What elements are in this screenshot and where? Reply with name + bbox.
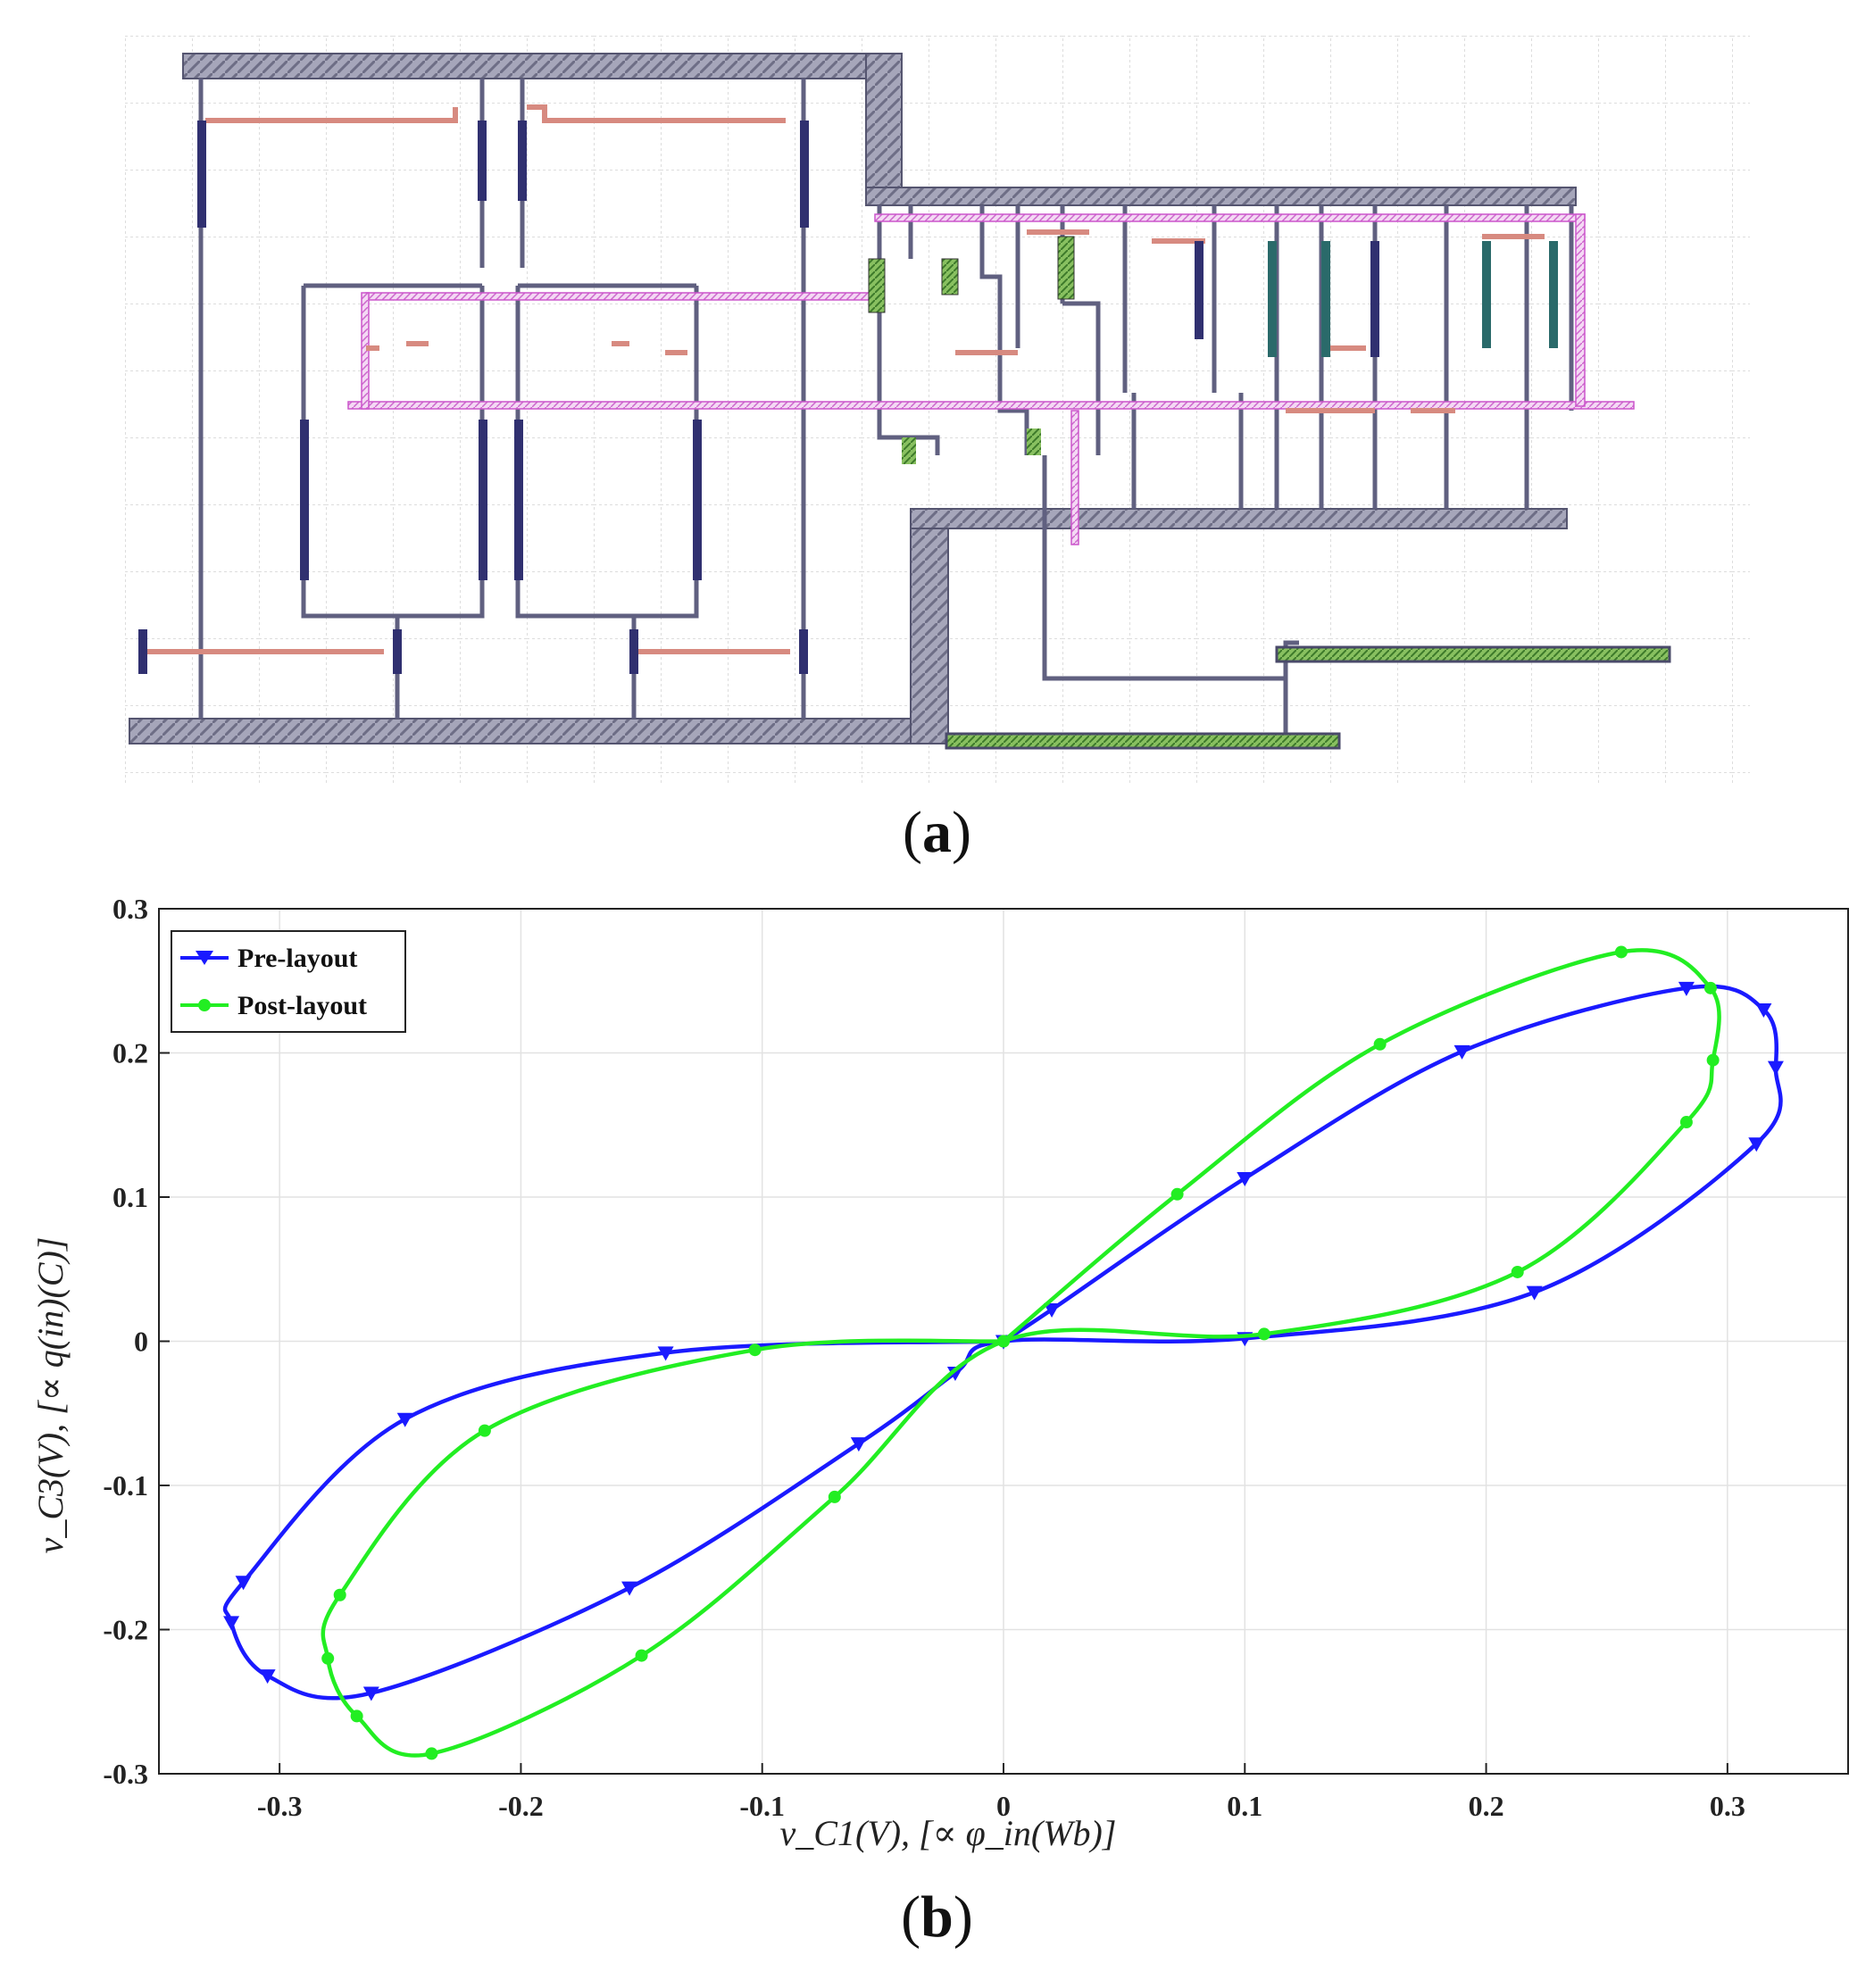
- chart-svg: -0.3 -0.2 -0.1 0 0.1 0.2 0.3 0.3 0.2 0.1 0 -0.1 -0.2…: [30, 893, 1849, 1853]
- data-point: [478, 1424, 491, 1437]
- data-point: [235, 1576, 252, 1591]
- y-tick-label: 0.3: [112, 893, 148, 925]
- y-tick-label: 0.1: [112, 1181, 148, 1213]
- data-point: [1703, 981, 1717, 994]
- data-point: [1526, 1285, 1543, 1301]
- data-point: [1748, 1137, 1765, 1152]
- data-point: [635, 1649, 648, 1662]
- y-tick-label: 0.2: [112, 1037, 148, 1069]
- data-point: [396, 1412, 413, 1427]
- legend-marker-pre-layout: [196, 951, 213, 965]
- data-point: [1044, 1302, 1061, 1318]
- data-point: [259, 1669, 276, 1684]
- panel-a-caption: (a): [903, 800, 971, 865]
- data-point: [657, 1346, 674, 1361]
- data-point: [1453, 1044, 1470, 1060]
- data-point: [850, 1437, 867, 1452]
- poly-wiring: [143, 104, 1545, 654]
- data-point: [362, 1686, 379, 1701]
- data-point: [321, 1651, 335, 1665]
- data-point: [1170, 1187, 1184, 1201]
- data-point: [223, 1616, 240, 1631]
- data-point: [1511, 1265, 1524, 1278]
- legend-box: [171, 930, 406, 1033]
- data-point: [1237, 1172, 1253, 1187]
- series-group: [222, 945, 1784, 1760]
- data-point: [828, 1490, 841, 1503]
- series-line-post-layout: [321, 948, 1721, 1758]
- data-point: [1614, 945, 1628, 959]
- y-tick-label: -0.1: [103, 1469, 148, 1501]
- circuit-layout-image: [125, 36, 1750, 786]
- data-point: [350, 1709, 363, 1723]
- data-point: [1373, 1037, 1387, 1051]
- x-tick-label: 0.1: [1227, 1790, 1262, 1822]
- data-point: [1706, 1053, 1720, 1067]
- y-tick-label: -0.3: [103, 1758, 148, 1790]
- capacitor-plates: [945, 645, 1671, 750]
- data-point: [748, 1343, 762, 1357]
- transistor-fingers: [138, 121, 1558, 674]
- series-post-layout: [321, 945, 1721, 1760]
- axis-ticks: -0.3 -0.2 -0.1 0 0.1 0.2 0.3 0.3 0.2 0.1 0 -0.1 -0.2…: [103, 893, 1745, 1822]
- y-axis-label: v_C3(V), [∝ q(in)(C)]: [30, 1237, 71, 1554]
- circuit-layout-drawing: [125, 36, 1750, 786]
- y-tick-label: -0.2: [103, 1614, 148, 1646]
- x-tick-label: -0.2: [498, 1790, 544, 1822]
- data-point: [1767, 1061, 1784, 1076]
- pinched-hysteresis-chart: -0.3 -0.2 -0.1 0 0.1 0.2 0.3 0.3 0.2 0.1 0 -0.1 -0.2…: [0, 875, 1874, 1984]
- x-tick-label: -0.3: [257, 1790, 303, 1822]
- data-point: [1678, 981, 1695, 996]
- legend: Pre-layout Post-layout: [171, 930, 406, 1033]
- data-point: [946, 1367, 963, 1382]
- data-point: [1679, 1116, 1693, 1129]
- data-point: [997, 1335, 1010, 1348]
- data-point: [1257, 1327, 1270, 1341]
- legend-label-pre-layout: Pre-layout: [237, 944, 357, 973]
- panel-b-caption: (b): [901, 1884, 973, 1950]
- data-point: [333, 1588, 346, 1601]
- legend-marker-post-layout: [198, 999, 211, 1011]
- data-point: [1755, 1003, 1772, 1019]
- data-point: [425, 1747, 438, 1760]
- x-tick-label: 0.2: [1469, 1790, 1504, 1822]
- x-tick-label: 0: [996, 1790, 1011, 1822]
- legend-label-post-layout: Post-layout: [237, 991, 367, 1020]
- x-tick-label: 0.3: [1710, 1790, 1745, 1822]
- x-tick-label: -0.1: [739, 1790, 785, 1822]
- y-tick-label: 0: [134, 1326, 148, 1358]
- x-axis-label: v_C1(V), [∝ φ_in(Wb)]: [780, 1813, 1117, 1853]
- data-point: [621, 1581, 638, 1596]
